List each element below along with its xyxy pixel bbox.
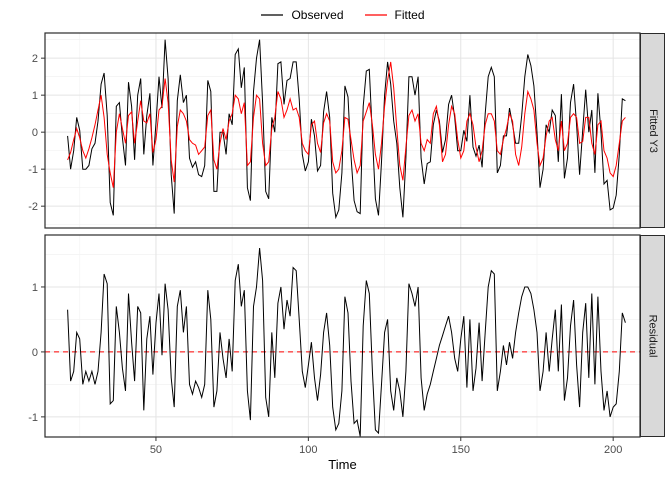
x-tick-label: 150 (452, 444, 470, 456)
facet-strip-residual: Residual (640, 235, 665, 437)
x-tick-label: 200 (604, 444, 622, 456)
legend-item-fitted: Fitted (364, 8, 425, 22)
y-tick-label: 1 (32, 90, 38, 102)
y-tick-label: 0 (32, 127, 38, 139)
y-tick-label: 0 (32, 347, 38, 359)
y-tick-label: -2 (28, 201, 38, 213)
facet-strip-label: Fitted Y3 (646, 108, 659, 153)
x-tick-label: 50 (150, 444, 162, 456)
observed-line (67, 39, 626, 220)
legend-label-fitted: Fitted (394, 8, 425, 22)
y-tick-label: -1 (28, 412, 38, 424)
y-tick-label: 1 (32, 282, 38, 294)
legend-label-observed: Observed (291, 8, 344, 22)
x-tick-label: 100 (299, 444, 317, 456)
x-axis-title: Time (328, 457, 357, 472)
plot-legend: Observed Fitted (45, 4, 640, 26)
fitted-line (67, 61, 626, 188)
legend-key-line-fitted (364, 14, 387, 16)
panel-background (45, 235, 640, 437)
legend-key-line-observed (261, 14, 284, 16)
y-tick-label: 2 (32, 53, 38, 65)
facet-strip-label: Residual (646, 314, 659, 358)
y-tick-label: -1 (28, 164, 38, 176)
panel-background (45, 33, 640, 228)
legend-item-observed: Observed (260, 8, 344, 22)
facet-strip-fitted-y3: Fitted Y3 (640, 33, 665, 228)
residual-line (67, 247, 626, 437)
